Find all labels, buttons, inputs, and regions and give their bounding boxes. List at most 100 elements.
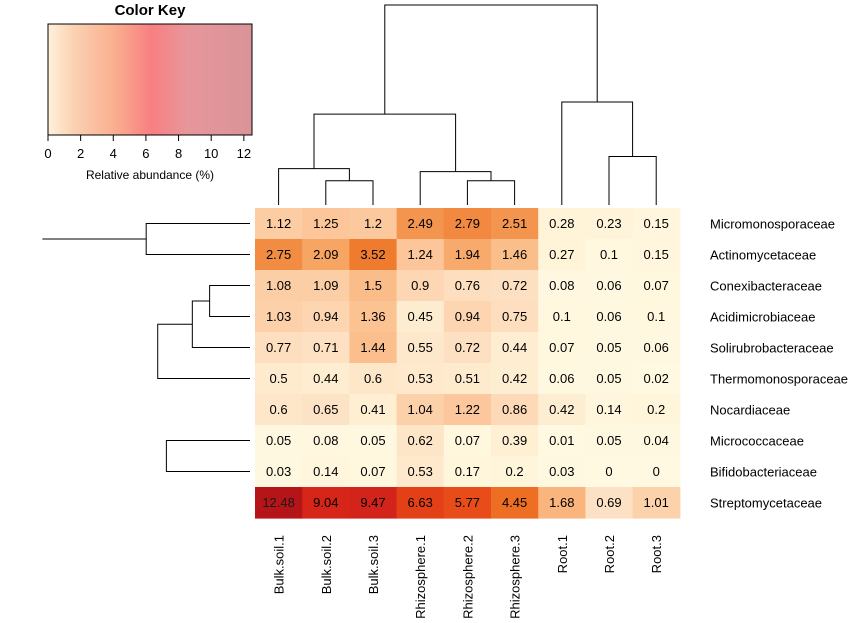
cell-value-label: 0.1 [553, 309, 571, 324]
heatmap-cell [632, 487, 681, 519]
cell-value-label: 0.03 [549, 464, 574, 479]
heatmap-cell [255, 394, 303, 426]
cell-value-label: 0.23 [596, 216, 621, 231]
cell-value-label: 0.05 [596, 371, 621, 386]
heatmap-cell [632, 270, 681, 302]
cell-value-label: 0.15 [644, 216, 669, 231]
cell-value-label: 0.53 [408, 371, 433, 386]
cell-value-label: 0.42 [549, 402, 574, 417]
heatmap-cell [302, 363, 350, 395]
heatmap-cell [349, 239, 398, 271]
heatmap-cell [585, 239, 634, 271]
cell-value-label: 0.72 [502, 278, 527, 293]
heatmap-cell [538, 208, 586, 240]
heatmap-cell [349, 456, 398, 488]
cell-value-label: 0.65 [313, 402, 338, 417]
column-label: Bulk.soil.3 [366, 535, 381, 594]
heatmap-cell [396, 456, 445, 488]
cell-value-label: 0.07 [644, 278, 669, 293]
heatmap-cell [585, 394, 634, 426]
heatmap-cell [538, 394, 586, 426]
cell-value-label: 0.86 [502, 402, 527, 417]
cell-value-label: 1.2 [364, 216, 382, 231]
heatmap-cell [396, 425, 445, 457]
cell-value-label: 0.2 [506, 464, 524, 479]
cell-value-label: 0.15 [644, 247, 669, 262]
heatmap-cell [255, 270, 303, 302]
column-label: Root.1 [555, 535, 570, 573]
cell-value-label: 1.5 [364, 278, 382, 293]
heatmap-cell [349, 208, 398, 240]
color-key-tick-label: 0 [44, 146, 51, 161]
cell-value-label: 1.22 [455, 402, 480, 417]
column-dendrogram-branch [325, 180, 374, 205]
color-key-tick-label: 6 [142, 146, 149, 161]
heatmap-cell [585, 332, 634, 364]
heatmap-cell [632, 394, 681, 426]
cell-value-label: 6.63 [408, 495, 433, 510]
heatmap-cell [491, 456, 539, 488]
color-key-xlabel: Relative abundance (%) [85, 168, 215, 182]
heatmap-cell [302, 332, 350, 364]
heatmap-cell [255, 425, 303, 457]
heatmap-cell [255, 332, 303, 364]
heatmap-cell [443, 394, 492, 426]
heatmap-cell [302, 301, 350, 333]
heatmap-cell [632, 301, 681, 333]
heatmap-cell [491, 363, 539, 395]
heatmap-cell [349, 487, 398, 519]
heatmap-cell [396, 301, 445, 333]
row-dendrogram-branch [191, 300, 250, 348]
cell-value-label: 1.24 [408, 247, 433, 262]
heatmap-cell [396, 270, 445, 302]
cell-value-label: 0.04 [644, 433, 669, 448]
heatmap-cell [396, 394, 445, 426]
cell-value-label: 0.14 [596, 402, 621, 417]
cell-value-label: 0.06 [596, 278, 621, 293]
column-label: Rhizosphere.1 [413, 535, 428, 619]
cell-value-label: 1.09 [313, 278, 338, 293]
cell-value-label: 0.69 [596, 495, 621, 510]
cell-value-label: 1.01 [644, 495, 669, 510]
cell-value-label: 0 [653, 464, 660, 479]
heatmap-cell [491, 425, 539, 457]
cell-value-label: 0.08 [313, 433, 338, 448]
heatmap-cell [632, 363, 681, 395]
cell-value-label: 1.68 [549, 495, 574, 510]
cell-value-label: 0.06 [644, 340, 669, 355]
heatmap-cell [632, 208, 681, 240]
cell-value-label: 0.05 [266, 433, 291, 448]
cell-value-label: 0.51 [455, 371, 480, 386]
heatmap-cell [302, 394, 350, 426]
cell-value-label: 0.05 [596, 340, 621, 355]
cell-value-label: 1.44 [360, 340, 385, 355]
row-dendrogram-branch [157, 323, 250, 379]
cell-value-label: 0.9 [411, 278, 429, 293]
heatmap-cell [632, 332, 681, 364]
cell-value-label: 0.06 [596, 309, 621, 324]
row-label: Solirubrobacteraceae [710, 341, 834, 356]
heatmap-cell [491, 332, 539, 364]
cell-value-label: 0.07 [360, 464, 385, 479]
heatmap-cell [538, 239, 586, 271]
heatmap-cell [443, 363, 492, 395]
cell-value-label: 0.45 [408, 309, 433, 324]
cell-value-label: 0.1 [600, 247, 618, 262]
column-label: Root.3 [649, 535, 664, 573]
column-label: Bulk.soil.1 [272, 535, 287, 594]
heatmap-cell [302, 456, 350, 488]
column-dendrogram-branch [466, 180, 516, 205]
row-label: Bifidobacteriaceae [710, 465, 817, 480]
cell-value-label: 0.75 [502, 309, 527, 324]
heatmap-cell [585, 425, 634, 457]
cell-value-label: 0.17 [455, 464, 480, 479]
heatmap-cell [443, 301, 492, 333]
heatmap-cell [349, 301, 398, 333]
column-label: Bulk.soil.2 [319, 535, 334, 594]
cell-value-label: 2.49 [408, 216, 433, 231]
row-label: Acidimicrobiaceae [710, 310, 816, 325]
column-label: Rhizosphere.3 [508, 535, 523, 619]
cell-value-label: 0.77 [266, 340, 291, 355]
